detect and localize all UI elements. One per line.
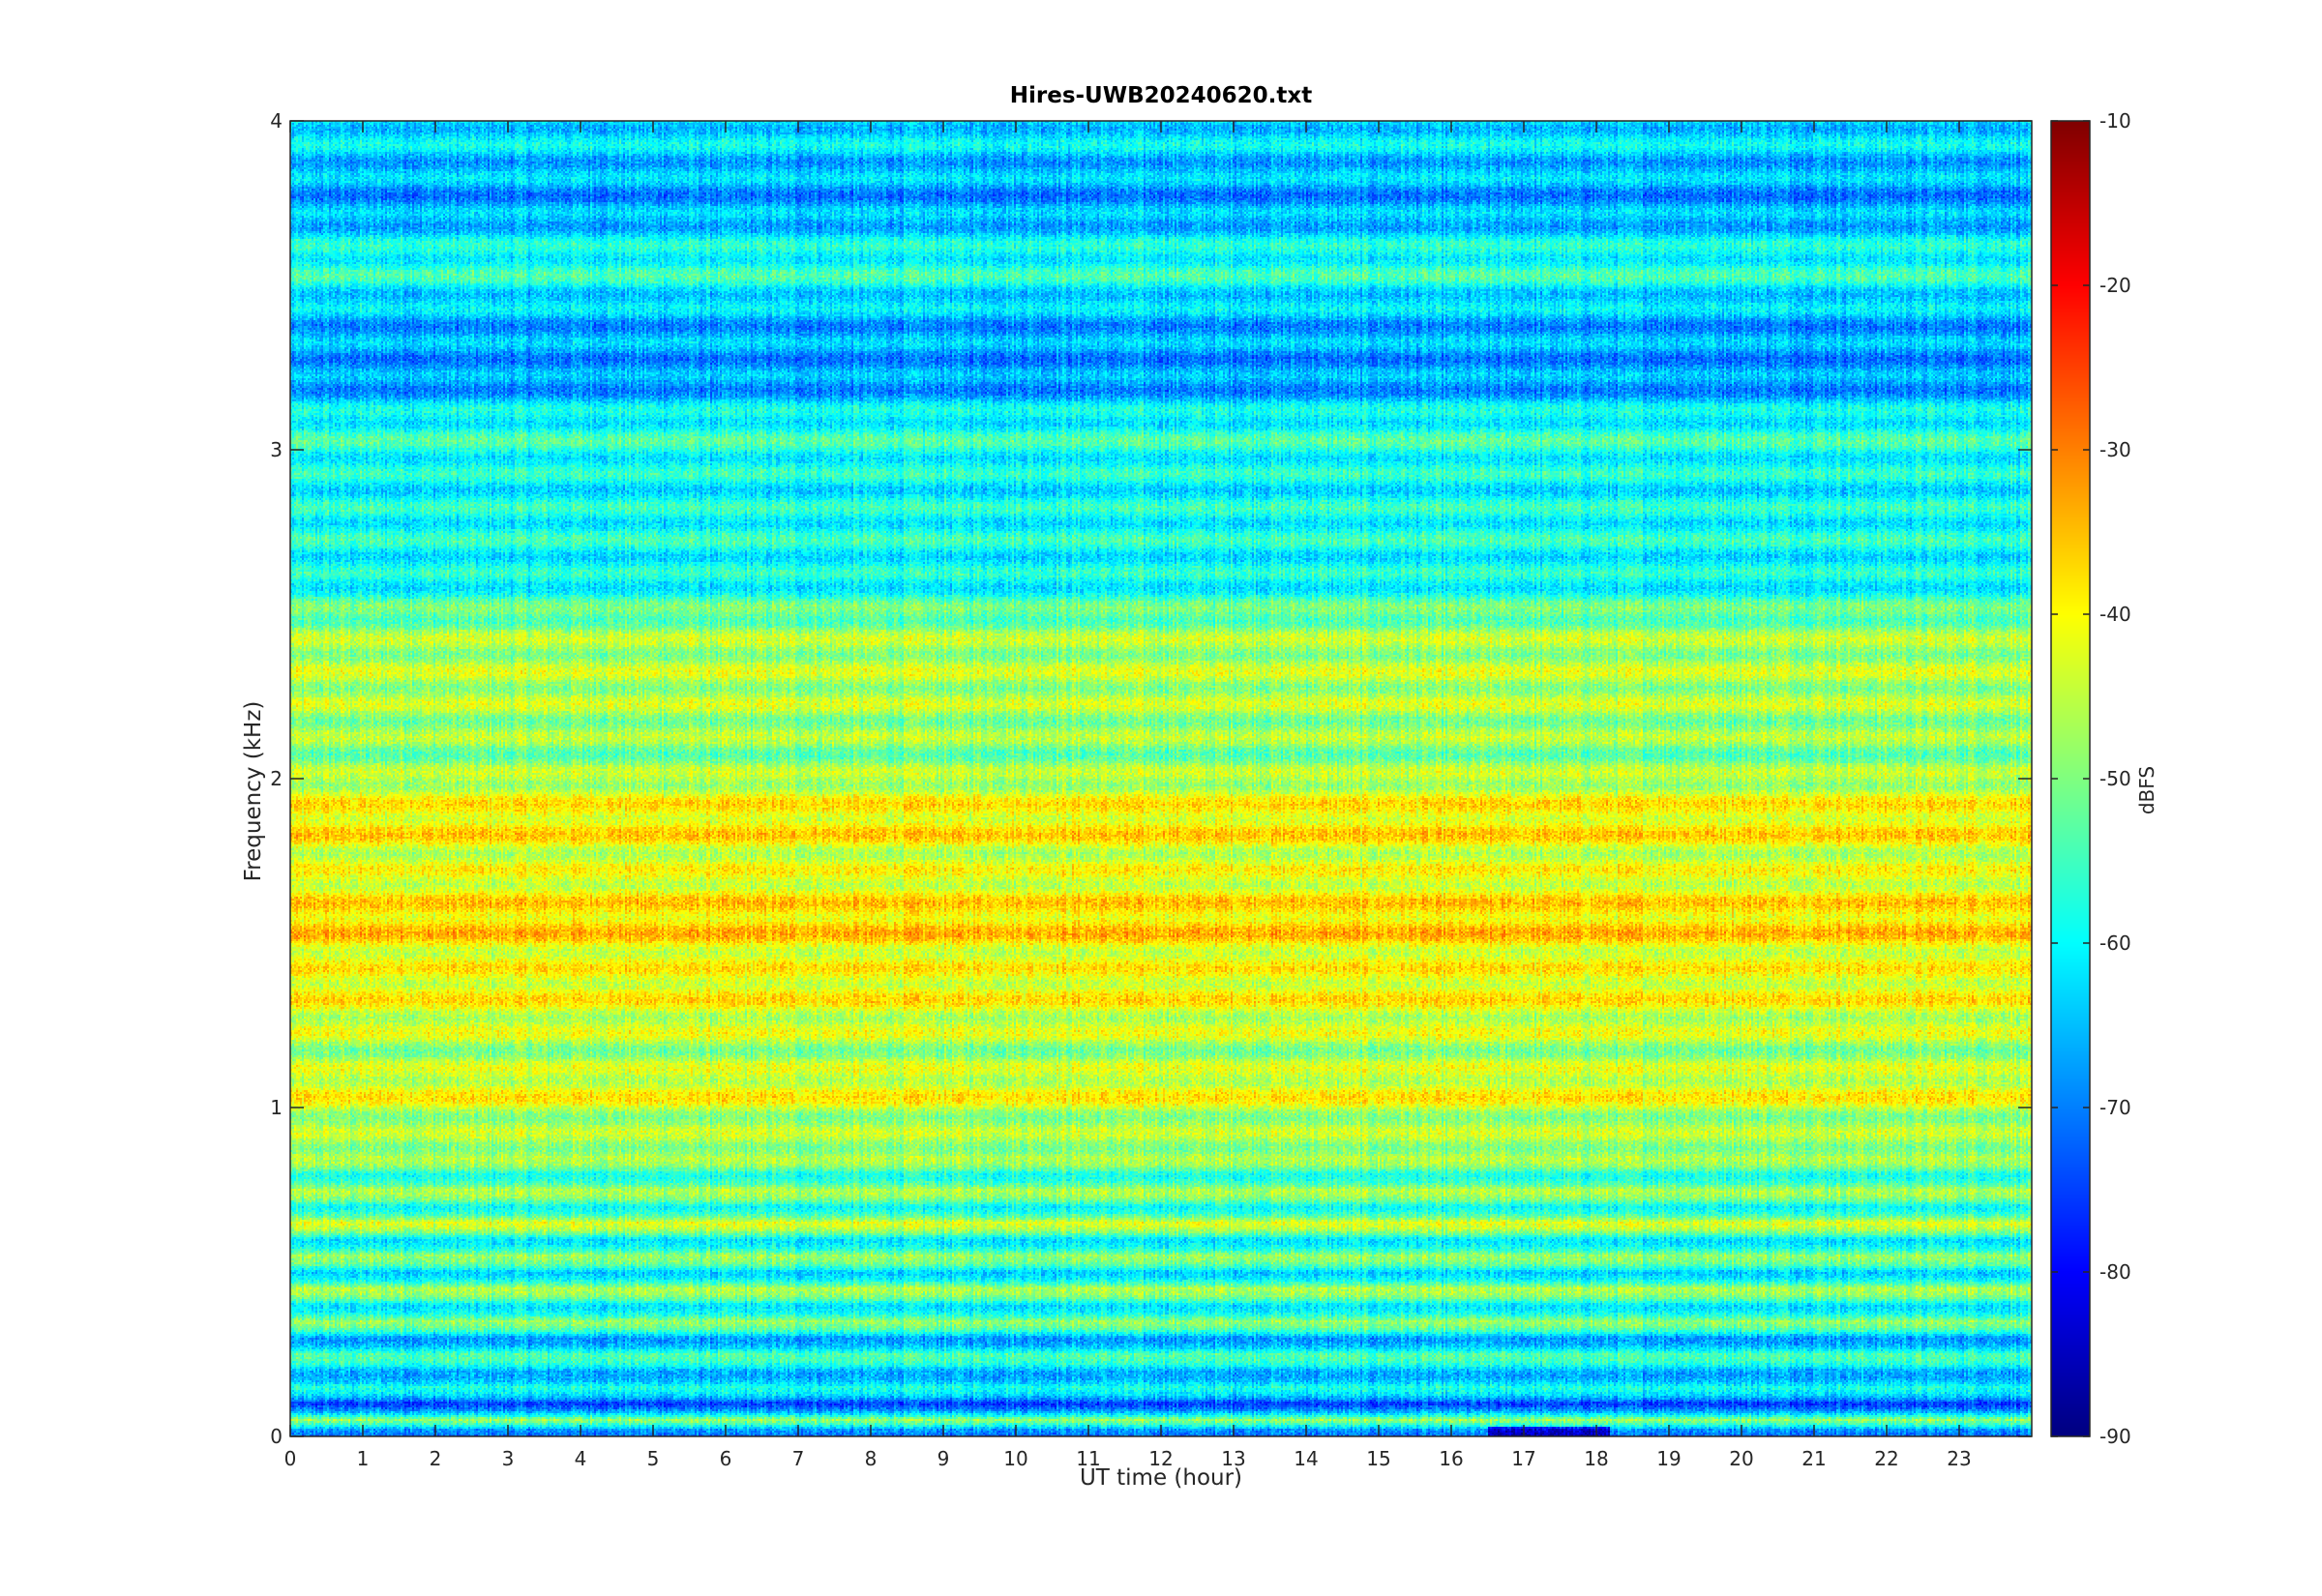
- x-tick-label: 0: [284, 1447, 297, 1470]
- y-tick-label: 4: [270, 109, 283, 133]
- x-axis-ticks: 0 1 2 3 4 5 6 7 8 9 10 11 12 13 14 15 16 17 18 19 20 21 22 23: [284, 121, 1972, 1470]
- y-tick-label: 2: [270, 767, 283, 790]
- y-tick-label: 0: [270, 1425, 283, 1448]
- colorbar-tick-label: -20: [2099, 274, 2131, 297]
- x-tick-label: 6: [720, 1447, 732, 1470]
- x-tick-label: 1: [357, 1447, 370, 1470]
- x-tick-label: 8: [865, 1447, 878, 1470]
- x-tick-label: 23: [1947, 1447, 1971, 1470]
- colorbar-tick-label: -80: [2099, 1260, 2131, 1284]
- x-tick-label: 10: [1003, 1447, 1027, 1470]
- x-tick-label: 7: [792, 1447, 805, 1470]
- x-tick-label: 22: [1874, 1447, 1898, 1470]
- x-tick-label: 9: [938, 1447, 950, 1470]
- y-axis-label: Frequency (kHz): [241, 700, 266, 882]
- colorbar-tick-label: -70: [2099, 1096, 2131, 1119]
- x-axis-label: UT time (hour): [1079, 1465, 1243, 1491]
- colorbar-tick-label: -10: [2099, 109, 2131, 133]
- x-tick-label: 12: [1148, 1447, 1173, 1470]
- colorbar-tick-label: -90: [2099, 1425, 2131, 1448]
- colorbar-ticks: -90 -80 -70 -60 -50 -40 -30 -20 -10: [2051, 109, 2131, 1448]
- colorbar-frame: [2050, 120, 2091, 1437]
- colorbar-tick-label: -50: [2099, 767, 2131, 790]
- x-tick-label: 20: [1729, 1447, 1753, 1470]
- x-tick-label: 5: [647, 1447, 660, 1470]
- colorbar-tick-label: -40: [2099, 603, 2131, 626]
- plot-frame: [289, 120, 2033, 1437]
- y-tick-label: 1: [270, 1096, 283, 1119]
- y-axis-ticks: 0 1 2 3 4: [270, 109, 2032, 1448]
- spectrogram-heatmap: [290, 121, 2032, 1436]
- colorbar-tick-label: -30: [2099, 438, 2131, 461]
- x-tick-label: 3: [502, 1447, 515, 1470]
- x-tick-label: 18: [1584, 1447, 1608, 1470]
- x-tick-label: 14: [1294, 1447, 1318, 1470]
- x-tick-label: 17: [1511, 1447, 1535, 1470]
- y-tick-label: 3: [270, 438, 283, 461]
- chart-title: Hires-UWB20240620.txt: [1009, 83, 1313, 108]
- x-tick-label: 15: [1366, 1447, 1390, 1470]
- colorbar-tick-label: -60: [2099, 931, 2131, 955]
- x-tick-label: 21: [1801, 1447, 1826, 1470]
- x-tick-label: 16: [1439, 1447, 1463, 1470]
- x-tick-label: 19: [1656, 1447, 1681, 1470]
- colorbar-label: dBFS: [2135, 765, 2158, 815]
- x-tick-label: 2: [430, 1447, 442, 1470]
- x-tick-label: 11: [1076, 1447, 1100, 1470]
- x-tick-label: 4: [575, 1447, 587, 1470]
- x-tick-label: 13: [1221, 1447, 1245, 1470]
